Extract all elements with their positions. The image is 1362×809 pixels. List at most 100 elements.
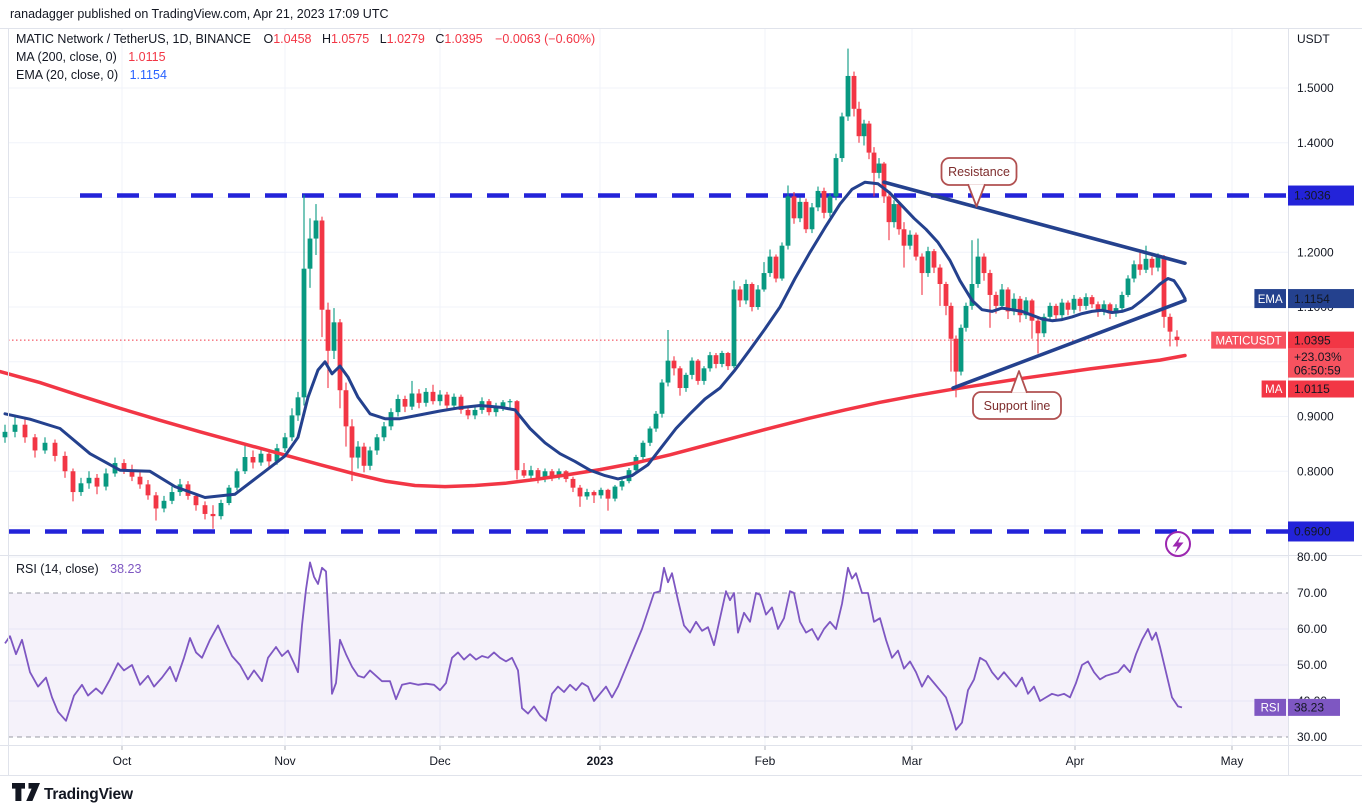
candle-body <box>1083 297 1089 306</box>
rsi-axis-tag-text: RSI <box>1261 703 1280 715</box>
candle-body <box>202 505 208 514</box>
candle-body <box>683 374 689 389</box>
candle-body <box>103 473 109 487</box>
candle-body <box>1023 300 1029 316</box>
candle-body <box>570 478 576 488</box>
candle-body <box>785 196 791 246</box>
time-axis-label: Nov <box>274 754 295 768</box>
candle-body <box>535 470 541 479</box>
candle-body <box>584 492 590 497</box>
candle-body <box>665 360 671 383</box>
candle-body <box>605 489 611 499</box>
resistance-callout-tail <box>967 183 986 208</box>
level-low-label-text: 0.6900 <box>1294 525 1331 539</box>
candle-body <box>948 305 954 339</box>
candle-body <box>521 470 527 476</box>
price-pane-canvas[interactable] <box>8 28 1288 555</box>
candle-body <box>803 201 809 230</box>
candle-body <box>871 152 877 173</box>
resistance-trendline[interactable] <box>882 180 1187 266</box>
candle-body <box>12 424 18 432</box>
candle-body <box>969 284 975 306</box>
candle-body <box>153 495 159 509</box>
candle-body <box>1065 302 1071 310</box>
candle-body <box>833 158 839 197</box>
ma-legend-value: 1.0115 <box>128 50 165 64</box>
ema-legend[interactable]: EMA (20, close, 0) 1.1154 <box>16 68 167 82</box>
candle-body <box>881 163 887 197</box>
rsi-band <box>8 593 1288 737</box>
support-trendline[interactable] <box>951 298 1187 390</box>
ma-axis-tag-box <box>1261 380 1286 398</box>
tradingview-logo[interactable]: TradingView <box>12 783 134 803</box>
candle-body <box>145 484 151 496</box>
candle-body <box>1029 300 1035 321</box>
candle-body <box>987 273 993 295</box>
candle-body <box>999 289 1005 306</box>
candle-body <box>451 396 457 406</box>
close-value: 1.0395 <box>444 32 482 46</box>
candle-body <box>1095 304 1101 312</box>
candle-body <box>301 268 307 398</box>
support-callout[interactable]: Support line <box>972 370 1062 420</box>
candle-body <box>815 190 821 208</box>
ma-axis-value-box <box>1288 380 1354 398</box>
candle-body <box>827 196 833 213</box>
candle-body <box>1005 289 1011 312</box>
symbol-legend[interactable]: MATIC Network / TetherUS, 1D, BINANCE O1… <box>16 32 595 46</box>
candle-body <box>866 123 872 153</box>
time-axis-label: Dec <box>429 754 450 768</box>
low-label: L <box>380 32 387 46</box>
ema-axis-tag-box <box>1254 289 1286 309</box>
candle-body <box>250 457 256 463</box>
lightning-icon[interactable] <box>1165 531 1191 557</box>
price-axis-scale[interactable] <box>1288 28 1362 775</box>
candle-body <box>367 450 373 466</box>
candle-body <box>761 273 767 290</box>
time-axis-label: Oct <box>113 754 132 768</box>
candle-body <box>556 471 562 477</box>
price-axis-currency: USDT <box>1297 32 1330 46</box>
time-axis-label: 2023 <box>587 754 614 768</box>
candle-body <box>612 486 618 499</box>
candle-body <box>381 426 387 438</box>
time-axis-label: Apr <box>1066 754 1085 768</box>
candle-body <box>1077 298 1083 306</box>
rsi-pane-canvas[interactable] <box>8 555 1288 745</box>
candle-body <box>42 442 48 451</box>
candle-body <box>343 390 349 427</box>
candle-body <box>86 477 92 484</box>
candle-body <box>659 382 665 414</box>
candle-body <box>809 207 815 230</box>
candle-body <box>1155 256 1161 268</box>
candle-body <box>22 424 28 438</box>
candle-body <box>791 196 797 219</box>
rsi-axis-label: 50.00 <box>1297 658 1327 672</box>
candle-body <box>423 391 429 403</box>
candle-body <box>444 394 450 406</box>
candle-body <box>218 503 224 517</box>
candle-body <box>1131 264 1137 279</box>
time-axis-scale[interactable] <box>8 745 1288 775</box>
price-axis-label: 0.9000 <box>1297 410 1334 424</box>
candle-body <box>839 116 845 159</box>
candle-body <box>52 442 58 456</box>
candle-body <box>129 470 135 477</box>
candle-body <box>975 256 981 285</box>
candle-body <box>1174 336 1180 341</box>
close-label: C <box>435 32 444 46</box>
candle-body <box>430 391 436 402</box>
rsi-legend-label: RSI (14, close) <box>16 562 99 576</box>
candle-body <box>1041 316 1047 334</box>
time-axis-label: Feb <box>755 754 776 768</box>
ma-legend-label: MA (200, close, 0) <box>16 50 117 64</box>
resistance-callout[interactable]: Resistance <box>940 157 1018 208</box>
rsi-legend[interactable]: RSI (14, close) 38.23 <box>16 562 141 576</box>
candle-body <box>210 513 216 517</box>
support-callout-text: Support line <box>984 399 1051 413</box>
candle-body <box>549 471 555 477</box>
candle-body <box>779 245 785 279</box>
ma-legend[interactable]: MA (200, close, 0) 1.0115 <box>16 50 166 64</box>
candle-body <box>891 204 897 223</box>
